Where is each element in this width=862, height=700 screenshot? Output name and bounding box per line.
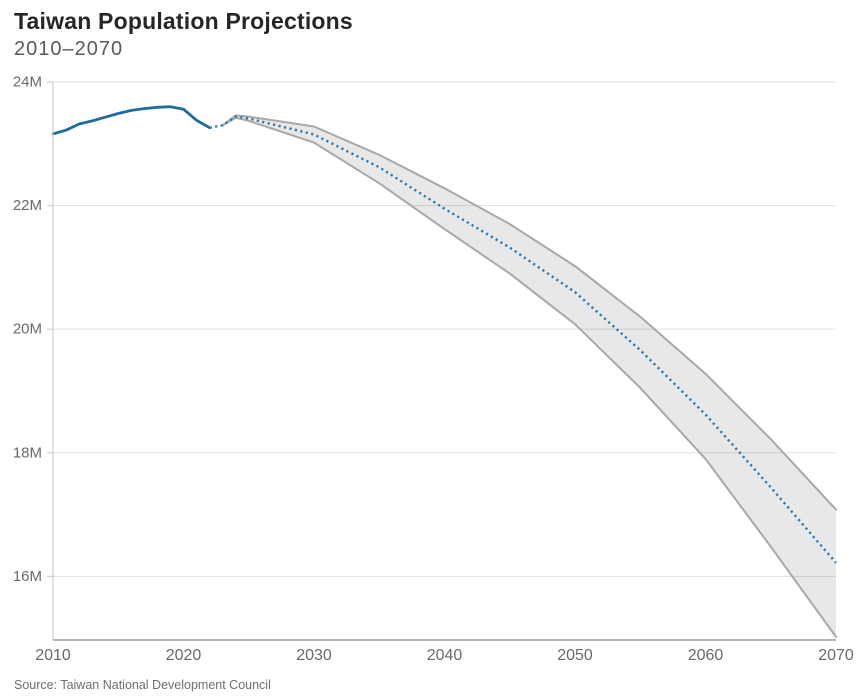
y-tick-label: 18M <box>13 444 42 461</box>
x-tick-label: 2070 <box>818 647 854 664</box>
chart-header: Taiwan Population Projections 2010–2070 <box>14 8 353 61</box>
median-projection-line <box>209 115 837 564</box>
y-tick-label: 16M <box>13 568 42 585</box>
band-upper-edge <box>221 114 837 511</box>
source-note: Source: Taiwan National Development Coun… <box>14 678 271 692</box>
recorded-line <box>51 105 211 136</box>
x-tick-label: 2030 <box>296 647 332 664</box>
y-tick-label: 22M <box>13 197 42 214</box>
x-tick-label: 2060 <box>688 647 724 664</box>
x-tick-label: 2010 <box>35 647 71 664</box>
band-lower-edge <box>221 116 837 638</box>
x-tick-label: 2050 <box>557 647 593 664</box>
projection-band <box>222 115 836 637</box>
y-tick-label: 20M <box>13 321 42 338</box>
chart-subtitle: 2010–2070 <box>14 38 124 61</box>
x-tick-label: 2020 <box>166 647 202 664</box>
y-tick-label: 24M <box>13 74 42 91</box>
chart-title: Taiwan Population Projections <box>14 8 353 34</box>
x-tick-label: 2040 <box>427 647 463 664</box>
